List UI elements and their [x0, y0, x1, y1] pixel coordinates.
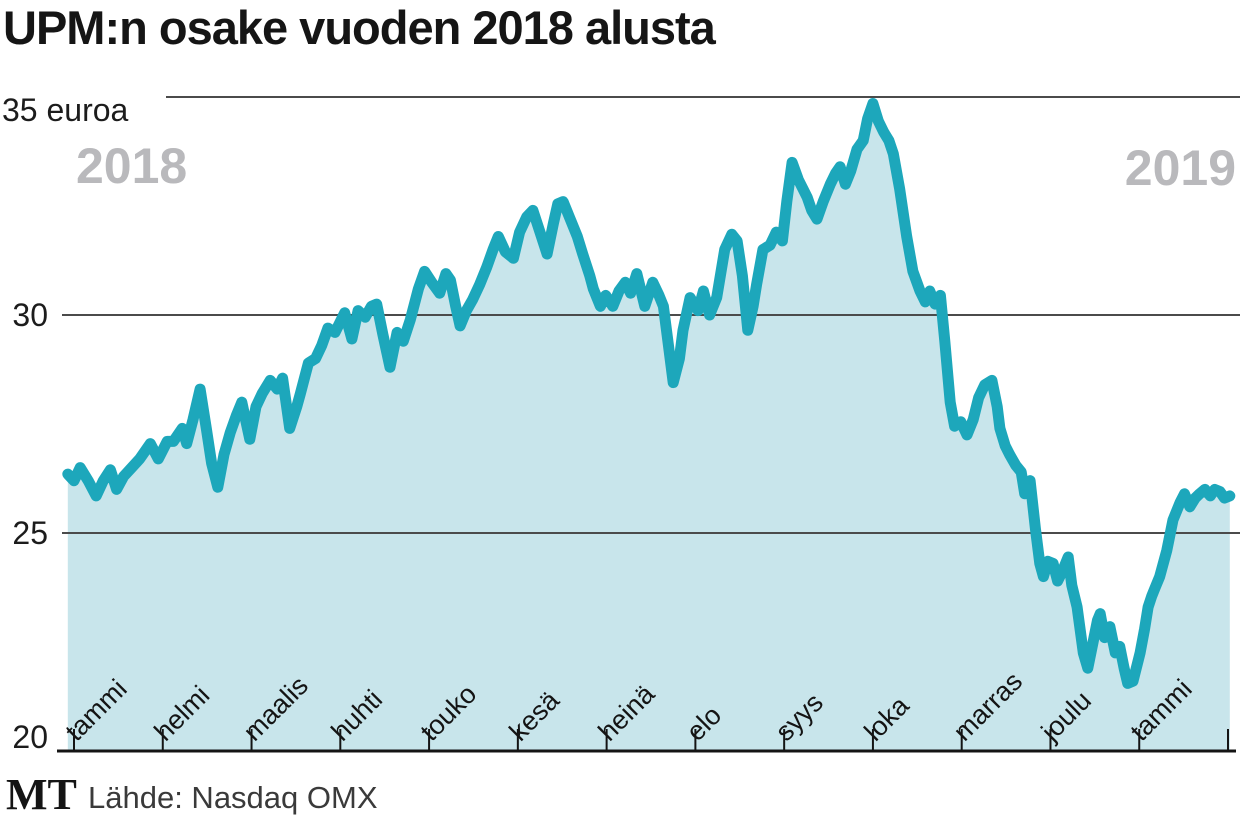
source-text: Lähde: Nasdaq OMX — [88, 780, 378, 815]
year-label-2018: 2018 — [76, 138, 188, 194]
year-label-2019: 2019 — [1124, 140, 1236, 196]
price-line — [62, 98, 1236, 689]
y-axis-label-35-euroa: 35 euroa — [2, 92, 129, 128]
mt-logo: MT — [6, 770, 77, 819]
page-title: UPM:n osake vuoden 2018 alusta — [3, 1, 716, 54]
price-area — [67, 103, 1230, 751]
y-axis-label-30: 30 — [12, 297, 48, 333]
y-axis-label-25: 25 — [12, 515, 48, 551]
x-axis-ticks — [73, 729, 1230, 751]
y-axis-label-20: 20 — [12, 719, 48, 755]
gridlines — [62, 96, 1240, 534]
